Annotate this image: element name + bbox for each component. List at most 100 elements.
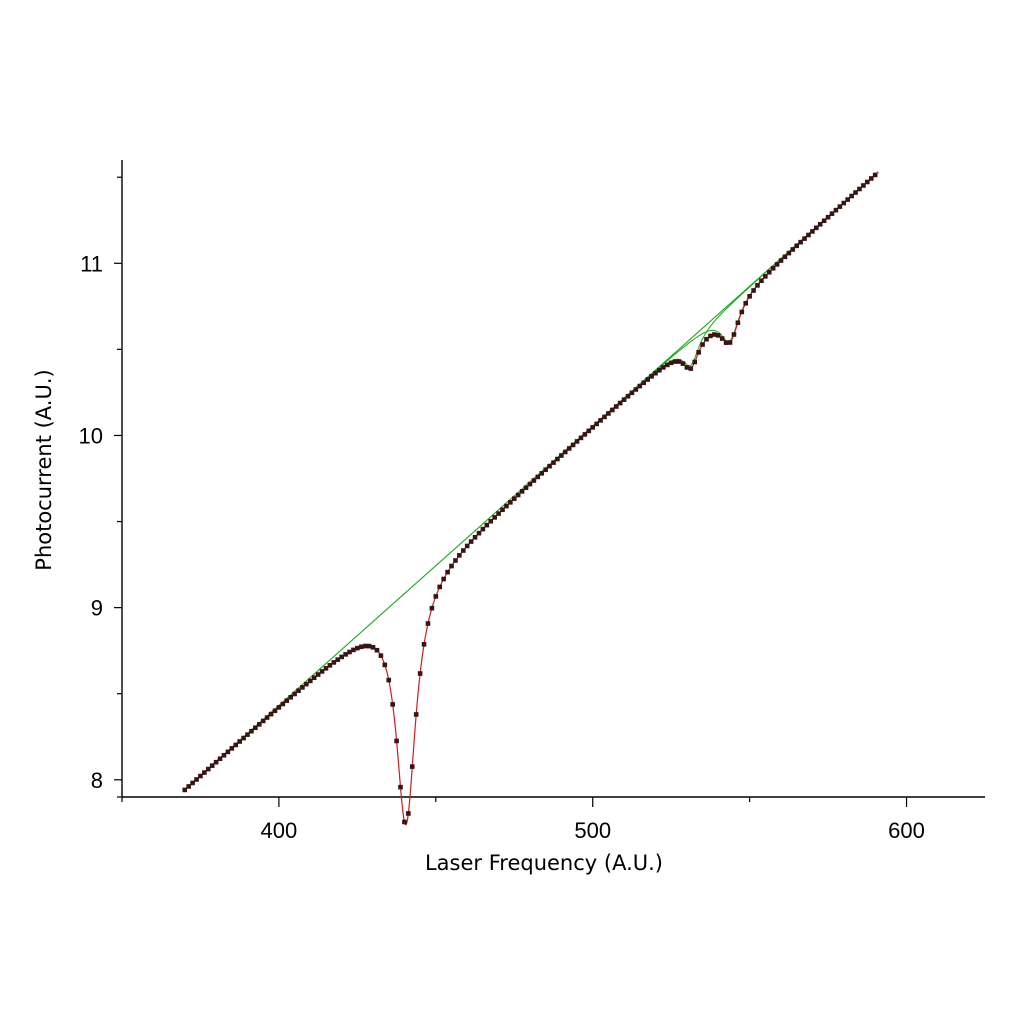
data-point	[684, 365, 690, 370]
data-point	[629, 390, 635, 396]
data-point	[413, 712, 419, 717]
data-point	[492, 515, 497, 520]
y-tick-label: 9	[91, 596, 103, 621]
data-point	[861, 183, 866, 188]
data-point	[759, 278, 764, 284]
data-point	[378, 653, 384, 658]
data-point	[280, 701, 286, 707]
data-point	[374, 647, 380, 653]
data-point	[700, 342, 705, 347]
data-point	[468, 539, 474, 544]
data-point	[735, 320, 741, 326]
data-point	[449, 563, 454, 569]
data-point	[206, 766, 211, 772]
data-point	[441, 576, 446, 582]
data-point	[566, 446, 572, 451]
data-point	[668, 360, 674, 366]
data-point	[339, 654, 344, 660]
data-point	[853, 190, 858, 195]
data-point	[315, 672, 321, 677]
data-point	[621, 397, 627, 402]
data-point	[531, 478, 537, 483]
data-point	[774, 262, 780, 267]
data-point	[821, 218, 827, 224]
data-point	[653, 370, 658, 376]
data-point	[366, 643, 372, 649]
data-point	[590, 425, 596, 430]
data-point	[182, 787, 188, 793]
data-point	[421, 642, 427, 647]
data-point	[872, 172, 878, 178]
data-point	[802, 236, 807, 241]
data-point	[300, 685, 305, 690]
data-point	[519, 489, 525, 494]
data-point	[641, 380, 647, 386]
data-point	[704, 336, 709, 342]
data-point	[833, 207, 839, 213]
data-point	[810, 229, 815, 234]
data-point	[747, 294, 752, 299]
data-point	[398, 784, 403, 790]
data-point	[358, 644, 364, 650]
data-point	[319, 669, 325, 674]
data-point	[209, 763, 215, 768]
data-point	[606, 411, 611, 416]
data-point	[323, 666, 329, 671]
data-point	[645, 377, 650, 382]
data-point	[559, 453, 564, 458]
data-point	[613, 404, 619, 409]
data-point	[257, 722, 262, 727]
data-point	[221, 752, 227, 758]
data-point	[511, 496, 517, 501]
data-point	[763, 274, 768, 279]
data-point	[327, 663, 333, 668]
data-point	[841, 200, 847, 206]
data-point	[476, 530, 482, 536]
data-point	[472, 534, 478, 540]
data-point	[480, 526, 486, 532]
data-point	[582, 432, 588, 437]
data-point	[394, 738, 399, 744]
data-point	[500, 507, 505, 513]
data-point	[194, 777, 199, 782]
data-point	[814, 225, 819, 231]
data-point	[484, 522, 490, 528]
data-point	[570, 442, 576, 448]
data-point	[249, 728, 254, 734]
data-point	[331, 660, 337, 665]
data-point	[213, 759, 219, 765]
axes	[121, 160, 985, 798]
data-point	[715, 333, 721, 338]
x-tick-label: 600	[888, 818, 925, 843]
data-point	[460, 548, 466, 553]
data-point	[241, 735, 246, 741]
y-axis-title: Photocurrent (A.U.)	[32, 369, 56, 570]
data-point	[311, 675, 317, 680]
data-point	[731, 332, 737, 337]
data-point	[719, 336, 725, 341]
data-point	[849, 193, 854, 199]
data-point	[186, 784, 191, 789]
data-point	[751, 288, 756, 293]
data-point	[217, 756, 223, 762]
data-point	[504, 503, 509, 509]
data-point	[464, 543, 470, 549]
data-point	[335, 657, 341, 662]
data-point	[488, 518, 494, 524]
data-point	[284, 698, 290, 703]
data-point	[425, 621, 431, 626]
data-point	[237, 739, 242, 744]
data-point	[233, 742, 239, 748]
data-point	[351, 647, 356, 653]
data-point	[727, 340, 733, 345]
y-tick-label: 8	[91, 768, 103, 793]
data-point	[276, 705, 282, 710]
data-point	[417, 671, 423, 676]
data-point	[225, 749, 231, 755]
data-point	[649, 374, 654, 379]
data-point	[288, 695, 293, 700]
data-point	[229, 746, 235, 751]
data-point	[857, 186, 862, 192]
data-point	[845, 197, 850, 202]
data-point	[657, 367, 662, 373]
